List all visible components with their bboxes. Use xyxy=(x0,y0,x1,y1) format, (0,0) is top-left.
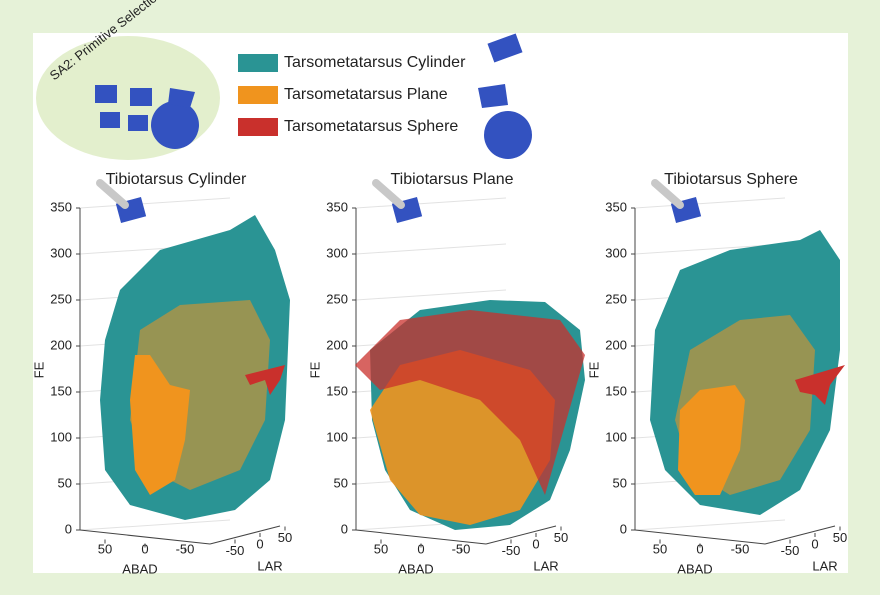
x-axis-label: ABAD xyxy=(398,561,433,576)
x-tick-label: -50 xyxy=(731,541,750,556)
y-tick-label: 0 xyxy=(341,521,348,536)
legend-label: Tarsometatarsus Plane xyxy=(284,86,448,103)
z-tick-label: 0 xyxy=(256,536,263,551)
x-axis-label: ABAD xyxy=(677,561,712,576)
y-axis-label: FE xyxy=(31,361,46,378)
y-tick-label: 100 xyxy=(50,429,72,444)
x-axis-label: ABAD xyxy=(122,561,157,576)
panel-title: Tibiotarsus Sphere xyxy=(664,171,798,188)
z-axis-label: LAR xyxy=(533,558,558,573)
y-tick-label: 50 xyxy=(613,475,627,490)
z-tick-label: 0 xyxy=(532,536,539,551)
legend-swatch xyxy=(238,86,278,104)
x-tick-label: 50 xyxy=(653,541,667,556)
y-tick-label: 50 xyxy=(58,475,72,490)
y-tick-label: 200 xyxy=(326,337,348,352)
y-tick-label: 200 xyxy=(50,337,72,352)
z-tick-label: -50 xyxy=(781,543,800,558)
x-tick-label: -50 xyxy=(176,541,195,556)
y-tick-label: 350 xyxy=(50,199,72,214)
z-tick-label: 0 xyxy=(811,536,818,551)
y-tick-label: 100 xyxy=(326,429,348,444)
y-tick-label: 250 xyxy=(50,291,72,306)
y-tick-label: 300 xyxy=(605,245,627,260)
x-tick-label: 50 xyxy=(98,541,112,556)
legend-swatch xyxy=(238,54,278,72)
y-tick-label: 350 xyxy=(605,199,627,214)
y-tick-label: 250 xyxy=(605,291,627,306)
y-tick-label: 0 xyxy=(620,521,627,536)
z-tick-label: -50 xyxy=(226,543,245,558)
y-tick-label: 0 xyxy=(65,521,72,536)
y-tick-label: 300 xyxy=(50,245,72,260)
figure: SA2: Primitive Selection Tarsometatarsus… xyxy=(0,0,880,595)
z-tick-label: -50 xyxy=(502,543,521,558)
y-tick-label: 250 xyxy=(326,291,348,306)
panel-title: Tibiotarsus Plane xyxy=(390,171,513,188)
page: {"inset_label": "SA2: Primitive Selectio… xyxy=(0,0,880,600)
legend-label: Tarsometatarsus Cylinder xyxy=(284,54,466,71)
x-tick-label: -50 xyxy=(452,541,471,556)
y-tick-label: 100 xyxy=(605,429,627,444)
y-axis-label: FE xyxy=(307,361,322,378)
z-tick-label: 50 xyxy=(554,530,568,545)
y-tick-label: 200 xyxy=(605,337,627,352)
y-tick-label: 50 xyxy=(334,475,348,490)
x-tick-label: 0 xyxy=(141,541,148,556)
legend-swatch xyxy=(238,118,278,136)
z-tick-label: 50 xyxy=(833,530,847,545)
y-tick-label: 150 xyxy=(326,383,348,398)
x-tick-label: 0 xyxy=(417,541,424,556)
y-axis-label: FE xyxy=(586,361,601,378)
y-tick-label: 150 xyxy=(50,383,72,398)
z-axis-label: LAR xyxy=(257,558,282,573)
x-tick-label: 50 xyxy=(374,541,388,556)
z-axis-label: LAR xyxy=(812,558,837,573)
y-tick-label: 300 xyxy=(326,245,348,260)
y-tick-label: 350 xyxy=(326,199,348,214)
x-tick-label: 0 xyxy=(696,541,703,556)
legend-label: Tarsometatarsus Sphere xyxy=(284,118,458,135)
panel-title: Tibiotarsus Cylinder xyxy=(106,171,247,188)
z-tick-label: 50 xyxy=(278,530,292,545)
y-tick-label: 150 xyxy=(605,383,627,398)
